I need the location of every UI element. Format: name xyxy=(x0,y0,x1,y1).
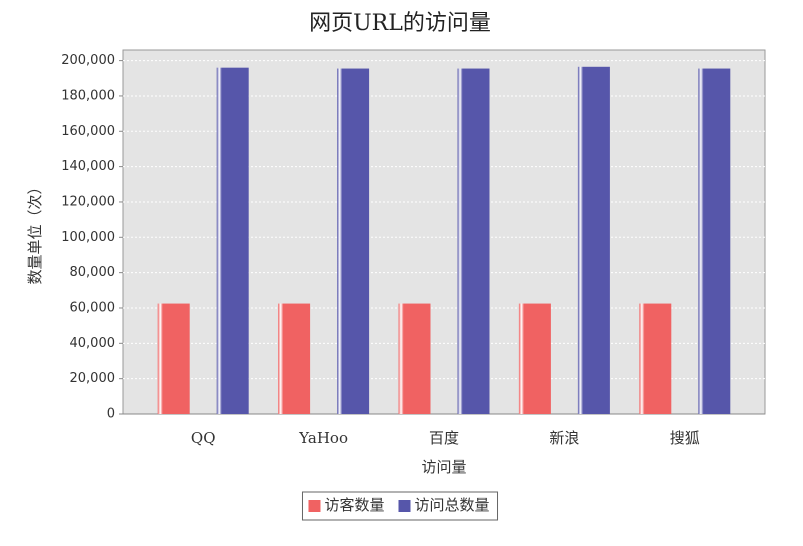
x-tick-label: 搜狐 xyxy=(670,429,700,447)
y-tick-label: 160,000 xyxy=(61,124,115,139)
bar xyxy=(157,303,190,414)
y-tick-label: 100,000 xyxy=(61,230,115,245)
x-axis-label: 访问量 xyxy=(421,458,466,476)
bar xyxy=(698,68,731,414)
y-tick-label: 20,000 xyxy=(70,371,116,386)
x-tick-label: QQ xyxy=(191,429,216,447)
bar xyxy=(577,66,610,414)
legend-label: 访问总数量 xyxy=(415,496,490,514)
y-axis-label: 数量单位（次） xyxy=(26,179,44,284)
y-tick-label: 0 xyxy=(107,407,115,422)
y-tick-label: 40,000 xyxy=(70,336,116,351)
chart-title: 网页URL的访问量 xyxy=(309,11,491,36)
legend: 访客数量 访问总数量 xyxy=(301,491,499,521)
bar xyxy=(518,303,551,414)
x-tick-label: YaHoo xyxy=(298,429,348,447)
bar xyxy=(337,68,370,414)
bar xyxy=(639,303,672,414)
bar xyxy=(457,68,490,414)
x-tick-label: 新浪 xyxy=(549,429,579,447)
y-tick-label: 80,000 xyxy=(70,265,116,280)
bar xyxy=(398,303,431,414)
y-tick-label: 120,000 xyxy=(61,194,115,209)
y-tick-label: 180,000 xyxy=(61,88,115,103)
x-tick-label: 百度 xyxy=(429,429,459,447)
y-tick-label: 60,000 xyxy=(70,300,116,315)
legend-label: 访客数量 xyxy=(324,496,384,514)
bar xyxy=(216,67,249,414)
bar xyxy=(278,303,311,414)
y-tick-label: 200,000 xyxy=(61,53,115,68)
legend-swatch xyxy=(308,500,321,512)
y-tick-label: 140,000 xyxy=(61,159,115,174)
legend-swatch xyxy=(398,500,411,512)
